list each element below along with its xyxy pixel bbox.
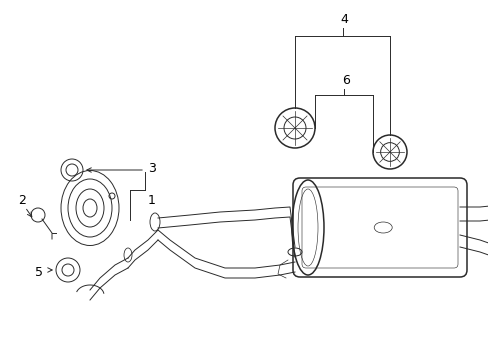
Text: 6: 6 [342,74,349,87]
Text: 1: 1 [148,194,156,207]
FancyBboxPatch shape [292,178,466,277]
Text: 4: 4 [340,13,348,26]
FancyBboxPatch shape [302,187,457,268]
Text: 2: 2 [18,194,26,207]
Text: 5: 5 [35,266,43,279]
Text: 3: 3 [148,162,156,175]
